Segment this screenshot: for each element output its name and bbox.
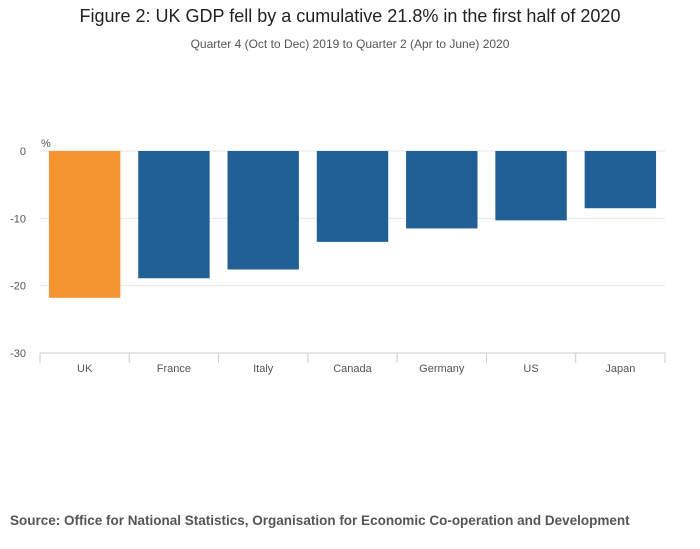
x-category-label: Germany [419, 363, 465, 375]
bar-japan[interactable] [584, 151, 657, 209]
bar-germany[interactable] [406, 151, 478, 229]
bar-us[interactable] [495, 151, 567, 221]
x-category-label: US [523, 363, 538, 375]
source-note: Source: Office for National Statistics, … [10, 513, 630, 528]
x-category-label: Canada [333, 363, 372, 375]
x-category-label: UK [77, 363, 93, 375]
bar-canada[interactable] [316, 151, 389, 242]
y-tick-label: -30 [10, 348, 26, 360]
bar-france[interactable] [138, 151, 210, 279]
y-tick-label: -20 [10, 281, 26, 293]
y-tick-label: -10 [10, 213, 26, 225]
chart-title: Figure 2: UK GDP fell by a cumulative 21… [79, 6, 621, 26]
y-axis-unit-label: % [41, 138, 51, 150]
bar-uk[interactable] [48, 151, 121, 298]
x-category-label: Japan [605, 363, 635, 375]
chart-subtitle: Quarter 4 (Oct to Dec) 2019 to Quarter 2… [190, 37, 510, 51]
y-tick-label: 0 [20, 146, 26, 158]
bar-italy[interactable] [227, 151, 299, 270]
x-category-label: Italy [253, 363, 274, 375]
x-category-label: France [157, 363, 191, 375]
